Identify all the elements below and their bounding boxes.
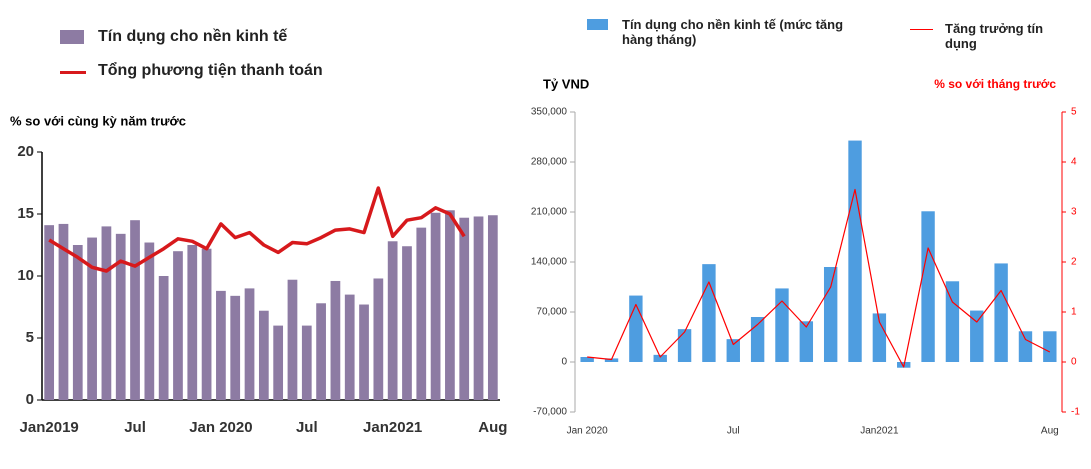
y2-tick-label: 5	[1071, 107, 1077, 118]
bar	[387, 241, 398, 400]
bar	[330, 280, 341, 400]
line	[48, 186, 466, 273]
bar	[58, 223, 69, 400]
bar	[823, 267, 838, 362]
y-tick-label: 20	[17, 143, 34, 160]
bar	[416, 227, 427, 400]
bar	[970, 310, 984, 362]
legend-item: Tín dụng cho nền kinh tế (mức tăng hàng …	[587, 17, 852, 47]
legend-item: Tăng trưởng tín dụng	[910, 21, 1050, 51]
x-tick-label: Jan2021	[860, 426, 899, 437]
legend-item: Tín dụng cho nền kinh tế	[60, 28, 360, 46]
y-tick-label: 280,000	[531, 157, 568, 168]
bar	[101, 226, 112, 400]
y-tick-label: 5	[26, 329, 34, 346]
x-tick-label: Jul	[124, 419, 146, 436]
bar	[144, 242, 155, 400]
y2-tick-label: 3	[1071, 207, 1077, 218]
bar	[459, 217, 470, 400]
x-tick-label: Jul	[296, 419, 318, 436]
bar	[402, 246, 412, 400]
legend-swatch	[60, 30, 84, 44]
bar	[604, 358, 619, 362]
x-tick-label: Jan2021	[363, 419, 422, 436]
y-axis-title: % so với cùng kỳ năm trước	[10, 113, 186, 128]
x-tick-label: Aug	[478, 419, 507, 436]
y-axis-title: Tỷ VND	[543, 76, 589, 91]
y-tick-label: 140,000	[531, 257, 568, 268]
bar	[230, 295, 241, 400]
x-tick-label: Jan2019	[20, 419, 79, 436]
bar	[473, 216, 484, 400]
bar	[580, 357, 594, 362]
bar	[872, 313, 887, 362]
bar	[653, 354, 667, 362]
bar	[848, 140, 862, 362]
bar	[201, 248, 212, 400]
bar	[44, 225, 55, 400]
bar	[258, 310, 269, 400]
bar	[487, 215, 498, 400]
bar	[244, 288, 255, 400]
bar	[216, 290, 226, 400]
y2-tick-label: -1	[1071, 407, 1080, 418]
bar	[921, 211, 935, 362]
x-tick-label: Jul	[727, 426, 740, 437]
bar	[775, 288, 789, 362]
legend-label: Tín dụng cho nền kinh tế (mức tăng hàng …	[622, 17, 844, 47]
legend-swatch	[910, 28, 933, 30]
bar	[87, 237, 97, 400]
bar	[301, 325, 312, 400]
y-tick-label: 10	[17, 267, 34, 284]
bar	[994, 263, 1008, 362]
bar	[750, 317, 765, 362]
bar	[445, 210, 455, 400]
bar	[316, 303, 326, 400]
bar	[130, 220, 140, 400]
y2-tick-label: 1	[1071, 307, 1077, 318]
y-tick-label: 70,000	[536, 307, 567, 318]
y-tick-label: 210,000	[531, 207, 568, 218]
y-tick-label: 0	[561, 357, 567, 368]
bar	[373, 278, 384, 400]
y-tick-label: 15	[17, 205, 34, 222]
legend-swatch	[60, 71, 86, 74]
bar	[173, 251, 183, 400]
bar	[359, 304, 369, 400]
y-tick-label: -70,000	[533, 407, 567, 418]
legend-swatch	[587, 19, 608, 30]
bar	[799, 321, 814, 362]
y2-tick-label: 0	[1071, 357, 1077, 368]
legend-label: Tổng phương tiện thanh toán	[98, 62, 323, 79]
bar	[1043, 331, 1057, 362]
bar	[726, 339, 740, 362]
x-tick-label: Aug	[1041, 426, 1059, 437]
bar	[1018, 331, 1033, 362]
bar	[344, 294, 355, 400]
x-tick-label: Jan 2020	[189, 419, 252, 436]
bar	[702, 264, 716, 362]
legend-label: Tín dụng cho nền kinh tế	[98, 28, 288, 45]
line	[587, 188, 1051, 368]
y2-tick-label: 4	[1071, 157, 1077, 168]
bar	[187, 245, 198, 400]
legend-label: Tăng trưởng tín dụng	[945, 21, 1044, 51]
x-tick-label: Jan 2020	[567, 426, 609, 437]
bar	[287, 279, 298, 400]
bar	[273, 325, 284, 400]
bar	[430, 212, 441, 400]
bar	[677, 329, 692, 362]
bar	[945, 281, 960, 362]
y2-tick-label: 2	[1071, 257, 1077, 268]
y-tick-label: 350,000	[531, 107, 568, 118]
y-tick-label: 0	[26, 391, 34, 408]
bar	[115, 233, 126, 400]
bar	[72, 245, 83, 400]
legend-item: Tổng phương tiện thanh toán	[60, 62, 380, 80]
bar	[158, 276, 169, 400]
y2-axis-title: % so với tháng trước	[934, 77, 1056, 91]
